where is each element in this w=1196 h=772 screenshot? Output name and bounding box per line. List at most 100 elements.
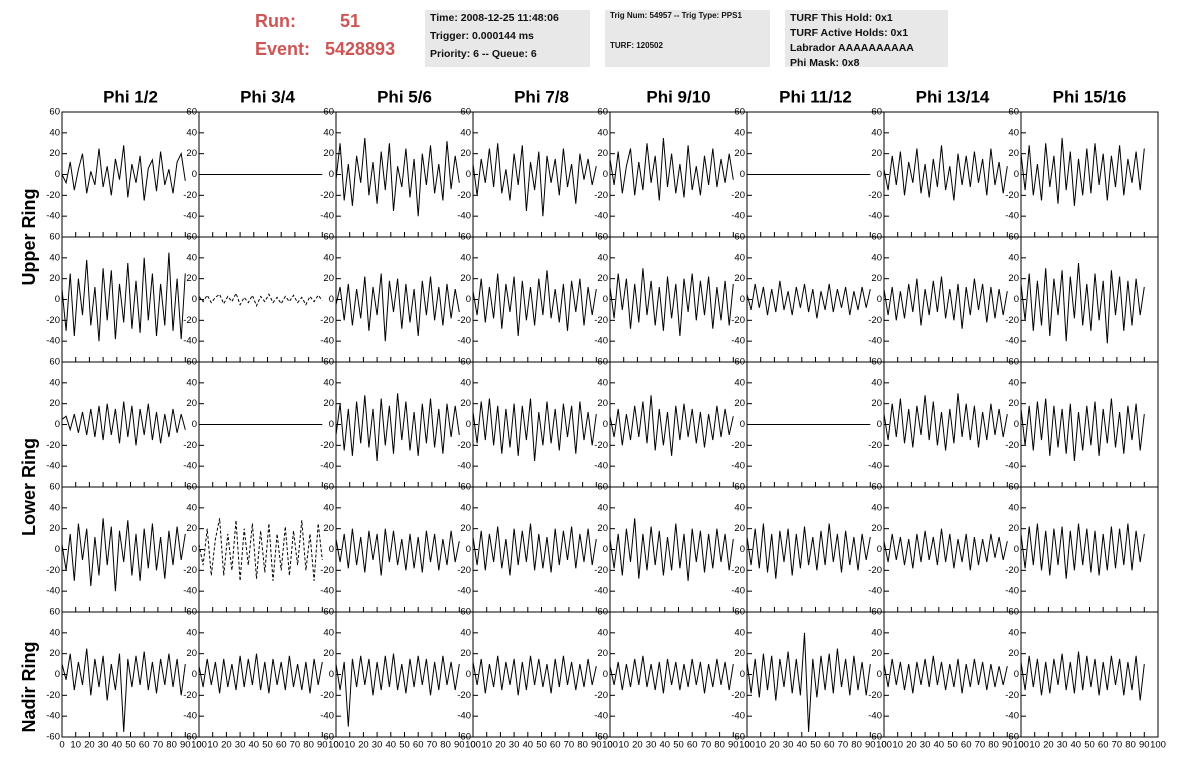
y-tick-label: 0: [877, 544, 882, 555]
y-tick-label: -20: [320, 440, 334, 451]
y-tick-label: -40: [594, 711, 608, 722]
y-tick-label: 0: [55, 669, 60, 680]
x-tick-label: 50: [399, 740, 410, 751]
x-tick-label: 20: [1043, 740, 1054, 751]
y-tick-label: 0: [603, 544, 608, 555]
waveform: [472, 398, 597, 462]
x-tick-label: 30: [235, 740, 246, 751]
x-tick-label: 70: [1112, 740, 1123, 751]
y-tick-label: 60: [323, 357, 334, 368]
x-tick-label: 100: [328, 740, 344, 751]
y-tick-label: 0: [466, 544, 471, 555]
x-tick-label: 40: [523, 740, 534, 751]
y-tick-label: -40: [1005, 211, 1019, 222]
x-tick-label: 50: [536, 740, 547, 751]
y-tick-label: 60: [871, 607, 882, 618]
y-tick-label: 40: [734, 252, 745, 263]
y-tick-label: 20: [734, 273, 745, 284]
waveform: [61, 145, 186, 201]
y-tick-label: 20: [460, 148, 471, 159]
waveform: [61, 401, 186, 446]
y-tick-label: -20: [183, 690, 197, 701]
y-tick-label: 20: [734, 148, 745, 159]
x-tick-label: 40: [249, 740, 260, 751]
y-tick-label: -40: [320, 336, 334, 347]
y-tick-label: 60: [460, 482, 471, 493]
y-tick-label: -60: [731, 732, 745, 743]
waveform: [1020, 262, 1145, 344]
y-tick-label: 20: [460, 648, 471, 659]
y-tick-label: 0: [1014, 294, 1019, 305]
waveform: [1020, 651, 1145, 701]
y-tick-label: -20: [1005, 315, 1019, 326]
y-tick-label: 40: [871, 377, 882, 388]
waveform: [335, 137, 460, 217]
x-tick-label: 90: [1139, 740, 1150, 751]
waveform: [1020, 137, 1145, 206]
info-text: Time: 2008-12-25 11:48:06: [430, 12, 559, 24]
waveform: [746, 632, 871, 732]
y-tick-label: -20: [594, 690, 608, 701]
y-tick-label: -20: [594, 565, 608, 576]
y-tick-label: 60: [186, 107, 197, 118]
column-title: Phi 11/12: [779, 87, 852, 106]
y-tick-label: -20: [457, 690, 471, 701]
y-tick-label: -40: [1005, 336, 1019, 347]
y-tick-label: -40: [731, 711, 745, 722]
y-tick-label: -60: [868, 732, 882, 743]
y-tick-label: 0: [192, 419, 197, 430]
y-tick-label: -20: [594, 315, 608, 326]
y-tick-label: 20: [597, 148, 608, 159]
waveform: [609, 395, 734, 456]
waveform: [472, 655, 597, 696]
x-tick-label: 10: [481, 740, 492, 751]
y-tick-label: 60: [734, 607, 745, 618]
waveform: [883, 393, 1008, 451]
y-tick-label: 20: [871, 523, 882, 534]
y-tick-label: -20: [46, 690, 60, 701]
x-tick-label: 30: [372, 740, 383, 751]
y-tick-label: 60: [49, 482, 60, 493]
y-tick-label: 40: [49, 502, 60, 513]
y-tick-label: 40: [734, 627, 745, 638]
y-tick-label: 60: [323, 107, 334, 118]
info-text: TURF Active Holds: 0x1: [790, 27, 908, 39]
y-tick-label: 0: [192, 294, 197, 305]
y-tick-label: -40: [457, 461, 471, 472]
y-tick-label: 20: [460, 523, 471, 534]
x-tick-label: 10: [70, 740, 81, 751]
x-tick-label: 50: [810, 740, 821, 751]
info-text: Phi Mask: 0x8: [790, 57, 860, 69]
x-tick-label: 60: [687, 740, 698, 751]
y-tick-label: -40: [457, 336, 471, 347]
y-tick-label: -40: [594, 336, 608, 347]
y-tick-label: -20: [457, 190, 471, 201]
y-tick-label: 20: [49, 648, 60, 659]
x-tick-label: 60: [413, 740, 424, 751]
y-tick-label: -40: [183, 461, 197, 472]
y-tick-label: -40: [594, 211, 608, 222]
x-tick-label: 100: [1013, 740, 1029, 751]
y-tick-label: -40: [1005, 461, 1019, 472]
waveform: [609, 655, 734, 694]
x-tick-label: 20: [495, 740, 506, 751]
info-box: [605, 10, 770, 67]
x-tick-label: 20: [358, 740, 369, 751]
y-tick-label: -20: [183, 440, 197, 451]
y-tick-label: 0: [55, 294, 60, 305]
x-tick-label: 80: [714, 740, 725, 751]
y-tick-label: -20: [731, 440, 745, 451]
x-tick-label: 40: [386, 740, 397, 751]
y-tick-label: 60: [49, 607, 60, 618]
y-tick-label: -20: [731, 190, 745, 201]
x-tick-label: 80: [1125, 740, 1136, 751]
info-box: [425, 10, 590, 67]
x-tick-label: 20: [221, 740, 232, 751]
waveform: [198, 653, 323, 694]
y-tick-label: 0: [329, 169, 334, 180]
y-tick-label: 20: [1008, 398, 1019, 409]
y-tick-label: -60: [1005, 732, 1019, 743]
row-title: Lower Ring: [19, 438, 39, 536]
y-tick-label: 40: [323, 377, 334, 388]
y-tick-label: -20: [320, 565, 334, 576]
